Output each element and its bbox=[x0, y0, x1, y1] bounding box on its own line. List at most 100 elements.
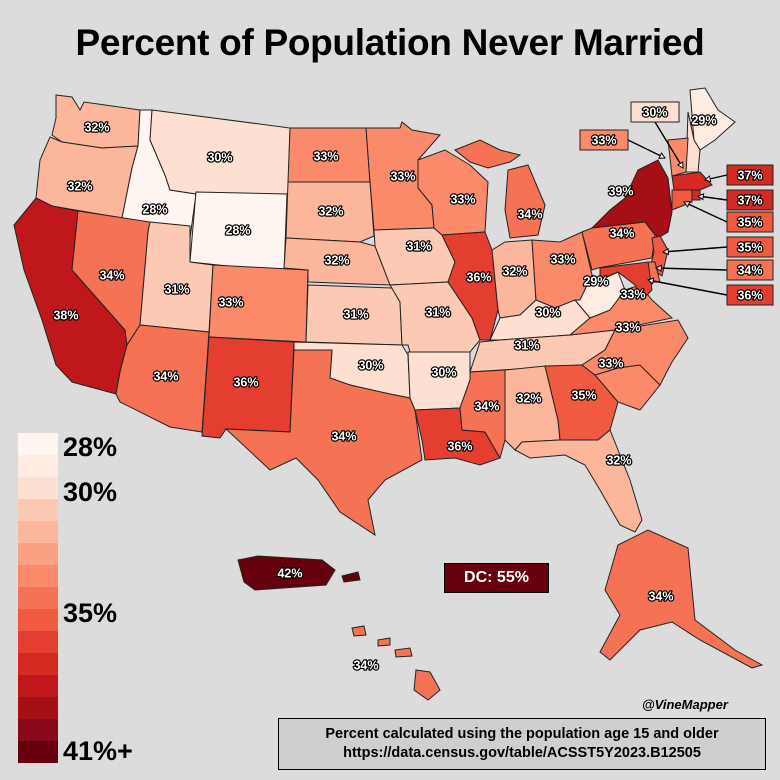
state-label-ks: 31% bbox=[343, 307, 368, 321]
callout-label-ma: 37% bbox=[737, 168, 762, 182]
state-tx[interactable] bbox=[224, 349, 423, 537]
state-label-ne: 32% bbox=[324, 253, 349, 267]
author-credit: @VineMapper bbox=[642, 697, 728, 712]
state-label-az: 34% bbox=[153, 369, 178, 383]
state-label-nd: 33% bbox=[313, 149, 338, 163]
callout-arrow-nh bbox=[676, 161, 684, 169]
callout-line-nh bbox=[654, 121, 684, 169]
state-label-tn: 31% bbox=[514, 338, 539, 352]
callout-box-de bbox=[726, 259, 774, 281]
callout-arrow-ct bbox=[683, 201, 691, 208]
state-label-nc: 33% bbox=[615, 320, 640, 334]
legend-swatch-1 bbox=[18, 455, 58, 478]
state-label-ut: 31% bbox=[164, 282, 189, 296]
state-hi[interactable] bbox=[351, 625, 441, 701]
state-label-sd: 32% bbox=[318, 204, 343, 218]
state-label-hi: 34% bbox=[353, 658, 378, 672]
state-label-al: 32% bbox=[516, 391, 541, 405]
state-label-mn: 33% bbox=[390, 169, 415, 183]
source-line-1: Percent calculated using the population … bbox=[325, 726, 719, 742]
source-box: Percent calculated using the population … bbox=[278, 718, 766, 770]
state-label-mt: 30% bbox=[207, 150, 232, 164]
callout-line-ct bbox=[683, 201, 728, 223]
state-ak[interactable] bbox=[599, 529, 764, 669]
callout-arrow-ma bbox=[703, 175, 712, 183]
state-pr[interactable] bbox=[237, 555, 361, 591]
legend-swatch-8 bbox=[18, 609, 58, 632]
callout-box-ma bbox=[726, 164, 774, 186]
legend-swatch-10 bbox=[18, 653, 58, 676]
state-label-ak: 34% bbox=[648, 589, 673, 603]
state-label-co: 33% bbox=[218, 295, 243, 309]
state-label-ia: 31% bbox=[406, 239, 431, 253]
state-label-wa: 32% bbox=[84, 120, 109, 134]
callout-arrow-nj bbox=[661, 247, 670, 256]
state-label-nv: 34% bbox=[99, 268, 124, 282]
legend-swatch-3 bbox=[18, 499, 58, 522]
state-ri[interactable] bbox=[691, 189, 701, 201]
callout-box-ct bbox=[726, 211, 774, 233]
callout-line-vt bbox=[627, 139, 666, 159]
legend-swatch-0 bbox=[18, 433, 58, 456]
state-label-ca: 38% bbox=[53, 308, 78, 322]
state-ma[interactable] bbox=[671, 171, 713, 191]
state-label-me: 29% bbox=[691, 113, 716, 127]
state-label-ar: 30% bbox=[431, 365, 456, 379]
state-label-pr: 42% bbox=[277, 566, 302, 580]
callout-box-nj bbox=[726, 236, 774, 258]
callout-label-nh: 30% bbox=[642, 105, 667, 119]
callout-box-md bbox=[726, 284, 774, 306]
state-il[interactable] bbox=[441, 231, 499, 341]
state-label-or: 32% bbox=[67, 179, 92, 193]
callout-arrow-ri bbox=[696, 193, 705, 201]
callout-box-ri bbox=[726, 189, 774, 211]
callout-label-md: 36% bbox=[737, 288, 762, 302]
legend-label-30: 30% bbox=[63, 477, 118, 507]
legend-swatch-7 bbox=[18, 587, 58, 610]
state-label-mo: 31% bbox=[425, 305, 450, 319]
legend-swatch-11 bbox=[18, 675, 58, 698]
legend-swatch-12 bbox=[18, 697, 58, 720]
callout-arrow-md bbox=[646, 277, 655, 285]
legend-swatch-2 bbox=[18, 477, 58, 500]
callout-line-nj bbox=[662, 246, 728, 253]
state-ct[interactable] bbox=[671, 189, 693, 211]
callout-label-de: 34% bbox=[737, 263, 762, 277]
callout-label-nj: 35% bbox=[737, 240, 762, 254]
state-label-tx: 34% bbox=[331, 429, 356, 443]
legend-swatch-13 bbox=[18, 719, 58, 742]
state-label-ga: 35% bbox=[571, 388, 596, 402]
callout-box-vt bbox=[579, 129, 629, 151]
state-label-ky: 30% bbox=[535, 305, 560, 319]
state-label-id: 28% bbox=[142, 202, 167, 216]
state-label-in: 32% bbox=[502, 264, 527, 278]
state-fl[interactable] bbox=[514, 429, 643, 533]
labels-layer: 32% 32% 38% 28% 34% 30% 28% 31% 34% 33% 36% 33% 32% 3… bbox=[52, 112, 717, 673]
callout-label-vt: 33% bbox=[591, 133, 616, 147]
state-label-ok: 30% bbox=[358, 358, 383, 372]
state-ne[interactable] bbox=[283, 237, 391, 286]
state-md[interactable] bbox=[599, 261, 653, 301]
legend-swatch-6 bbox=[18, 565, 58, 588]
state-label-il: 36% bbox=[466, 270, 491, 284]
state-label-la: 36% bbox=[447, 439, 472, 453]
color-legend bbox=[18, 433, 58, 763]
state-vt[interactable] bbox=[667, 137, 689, 177]
callout-label-ri: 37% bbox=[737, 193, 762, 207]
legend-swatch-4 bbox=[18, 521, 58, 544]
legend-label-28: 28% bbox=[63, 432, 118, 462]
state-label-wy: 28% bbox=[225, 223, 250, 237]
state-nc[interactable] bbox=[581, 319, 689, 386]
state-sd[interactable] bbox=[285, 181, 375, 243]
state-label-mi: 34% bbox=[517, 207, 542, 221]
legend-swatch-9 bbox=[18, 631, 58, 654]
state-label-wi: 33% bbox=[450, 192, 475, 206]
state-mi[interactable] bbox=[454, 139, 546, 239]
state-label-fl: 32% bbox=[606, 453, 631, 467]
source-line-2: https://data.census.gov/table/ACSST5Y202… bbox=[343, 745, 701, 761]
state-label-ms: 34% bbox=[474, 399, 499, 413]
state-label-oh: 33% bbox=[550, 252, 575, 266]
state-ny[interactable] bbox=[590, 159, 673, 239]
state-ar[interactable] bbox=[407, 351, 471, 411]
state-label-va: 33% bbox=[620, 287, 645, 301]
